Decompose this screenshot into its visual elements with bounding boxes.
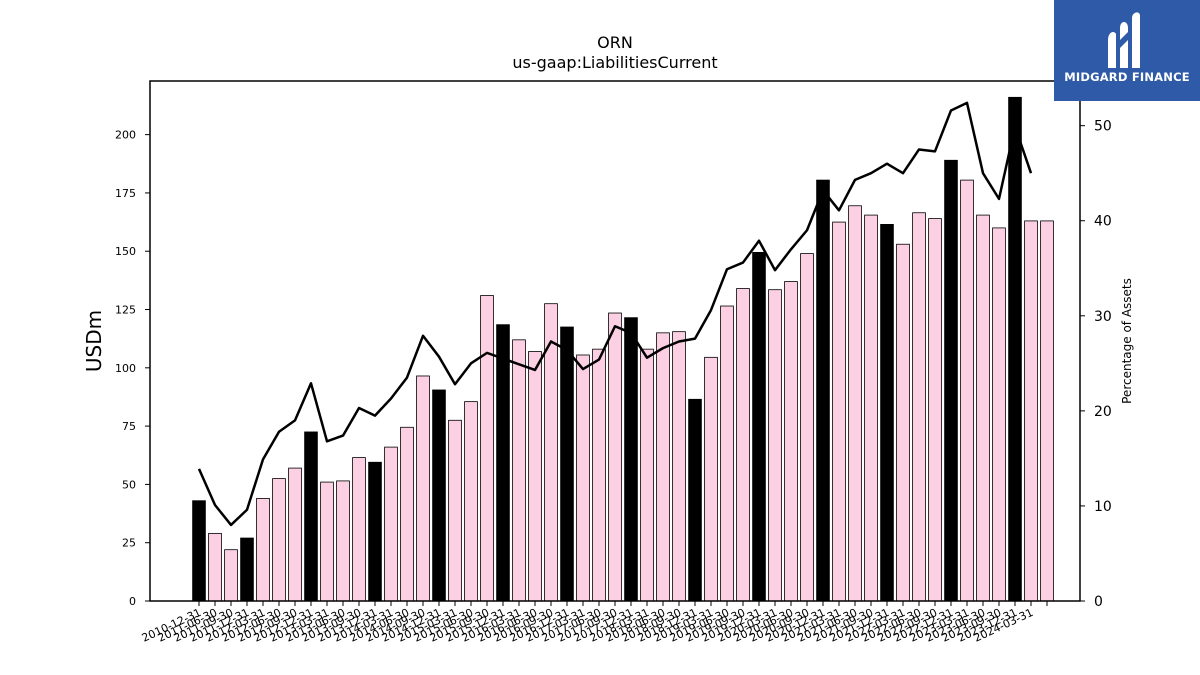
y-tick-label: 100: [115, 362, 136, 375]
bar-2011-12-31: [256, 497, 270, 602]
bar-2010-12-31: [192, 500, 206, 602]
bar-2022-03-31: [912, 212, 926, 602]
right-axis: 0 10 20 30 40 50: [1080, 119, 1112, 610]
bar-2020-06-30: [800, 253, 814, 602]
bar-2012-06-30: [288, 467, 302, 602]
bars-group: [192, 96, 1054, 602]
bar-2013-03-31: [336, 480, 350, 602]
y-axis-label: USDm: [82, 310, 106, 372]
bar-2013-12-31: [384, 446, 398, 602]
y2-tick-label: 10: [1094, 499, 1112, 515]
y2-tick-label: 20: [1094, 404, 1112, 420]
bar-2021-09-30: [880, 224, 894, 602]
midgard-finance-logo: MIDGARD FINANCE: [1054, 0, 1200, 101]
bar-2014-06-30: [416, 375, 430, 602]
y-tick-label: 200: [115, 129, 136, 142]
bar-2016-09-30: [560, 326, 574, 602]
chart-title: ORN: [597, 33, 633, 52]
y2-tick-label: 30: [1094, 309, 1112, 325]
y-tick-label: 0: [129, 595, 136, 608]
bar-2017-03-31: [592, 348, 606, 602]
bar-2024-03-31: [1040, 220, 1054, 602]
bar-2023-06-30: [992, 227, 1006, 602]
logo-text: MIDGARD FINANCE: [1064, 70, 1190, 84]
bar-2019-12-31: [768, 289, 782, 602]
bar-2019-06-30: [736, 288, 750, 602]
y2-tick-label: 40: [1094, 214, 1112, 230]
bar-2015-09-30: [496, 324, 510, 602]
logo-mark-icon: [1108, 12, 1140, 68]
bar-2016-12-31: [576, 354, 590, 602]
bar-2018-12-31: [704, 356, 718, 602]
bar-2022-06-30: [928, 218, 942, 602]
line-group: [197, 101, 1033, 527]
bar-2022-12-31: [960, 179, 974, 602]
bar-2014-12-31: [448, 419, 462, 602]
bar-2021-03-31: [848, 205, 862, 602]
bar-2018-03-31: [656, 332, 670, 602]
bar-2011-06-30: [224, 549, 238, 602]
bar-2023-09-30: [1008, 96, 1022, 602]
y-tick-label: 75: [122, 420, 136, 433]
y-tick-label: 150: [115, 245, 136, 258]
y-tick-label: 50: [122, 478, 136, 491]
bar-2020-09-30: [816, 179, 830, 602]
y-tick-label: 25: [122, 537, 136, 550]
bar-2013-06-30: [352, 457, 366, 602]
bar-2018-09-30: [688, 398, 702, 602]
x-axis: 2010-12-312011-06-302011-09-302011-12-31…: [140, 601, 1048, 645]
bar-2017-09-30: [624, 317, 638, 602]
bar-2022-09-30: [944, 159, 958, 602]
bar-2023-03-31: [976, 214, 990, 602]
y-tick-label: 175: [115, 187, 136, 200]
bar-2012-09-30: [304, 431, 318, 602]
y-tick-label: 125: [115, 304, 136, 317]
bar-2016-03-31: [528, 351, 542, 602]
bar-2021-06-30: [864, 214, 878, 602]
bar-2015-03-31: [464, 401, 478, 602]
bar-2023-12-31: [1024, 220, 1038, 602]
left-axis: 0 25 50 75 100 125 150 175 200: [115, 129, 150, 608]
bar-2011-09-30: [240, 537, 254, 602]
bar-2019-03-31: [720, 305, 734, 602]
bar-2020-12-31: [832, 221, 846, 602]
bar-2021-12-31: [896, 243, 910, 602]
bar-2014-09-30: [432, 389, 446, 602]
bar-2014-03-31: [400, 426, 414, 602]
bar-2020-03-31: [784, 281, 798, 602]
bar-2012-03-31: [272, 478, 286, 602]
bar-2012-12-31: [320, 481, 334, 602]
y2-tick-label: 50: [1094, 119, 1112, 135]
bar-2011-03-31: [208, 532, 222, 602]
percentage-line: [197, 101, 1033, 527]
bar-2015-12-31: [512, 339, 526, 602]
bar-2019-09-30: [752, 251, 766, 602]
y2-axis-label: Percentage of Assets: [1120, 278, 1134, 404]
bar-2015-06-30: [480, 295, 494, 602]
bar-2017-06-30: [608, 312, 622, 602]
bar-2013-09-30: [368, 461, 382, 602]
bar-2017-12-31: [640, 348, 654, 602]
plot-frame: [149, 80, 1081, 602]
chart-subtitle: us-gaap:LiabilitiesCurrent: [512, 53, 717, 72]
y2-tick-label: 0: [1094, 594, 1103, 610]
bar-2018-06-30: [672, 331, 686, 602]
